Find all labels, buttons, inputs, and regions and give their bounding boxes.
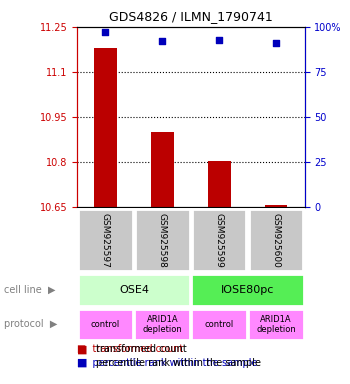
Text: GSM925600: GSM925600 <box>272 213 281 267</box>
Text: protocol  ▶: protocol ▶ <box>4 319 57 329</box>
Text: IOSE80pc: IOSE80pc <box>221 285 274 295</box>
Text: cell line  ▶: cell line ▶ <box>4 285 55 295</box>
Bar <box>94 48 117 207</box>
Bar <box>151 132 174 207</box>
Text: ARID1A
depletion: ARID1A depletion <box>256 315 296 334</box>
Bar <box>135 209 190 271</box>
Text: control: control <box>204 320 234 329</box>
Text: ■  percentile rank within the sample: ■ percentile rank within the sample <box>77 358 258 368</box>
Text: GSM925599: GSM925599 <box>215 213 224 267</box>
Text: GSM925597: GSM925597 <box>101 213 110 267</box>
Text: ARID1A
depletion: ARID1A depletion <box>142 315 182 334</box>
Point <box>273 40 279 46</box>
Point <box>160 38 165 45</box>
Text: ■: ■ <box>77 344 88 354</box>
Bar <box>78 309 133 340</box>
Text: GSM925598: GSM925598 <box>158 213 167 267</box>
Point <box>216 36 222 43</box>
Bar <box>78 274 190 306</box>
Bar <box>249 209 303 271</box>
Point <box>103 29 108 35</box>
Text: percentile rank within the sample: percentile rank within the sample <box>96 358 261 368</box>
Bar <box>265 205 287 207</box>
Text: ■: ■ <box>77 358 88 368</box>
Bar <box>191 309 247 340</box>
Text: ■  transformed count: ■ transformed count <box>77 344 183 354</box>
Text: OSE4: OSE4 <box>119 285 149 295</box>
Title: GDS4826 / ILMN_1790741: GDS4826 / ILMN_1790741 <box>109 10 273 23</box>
Bar <box>134 309 190 340</box>
Bar <box>208 161 231 207</box>
Text: control: control <box>91 320 120 329</box>
Bar <box>78 209 133 271</box>
Text: transformed count: transformed count <box>96 344 187 354</box>
Bar <box>192 209 246 271</box>
Bar <box>191 274 304 306</box>
Bar <box>248 309 304 340</box>
